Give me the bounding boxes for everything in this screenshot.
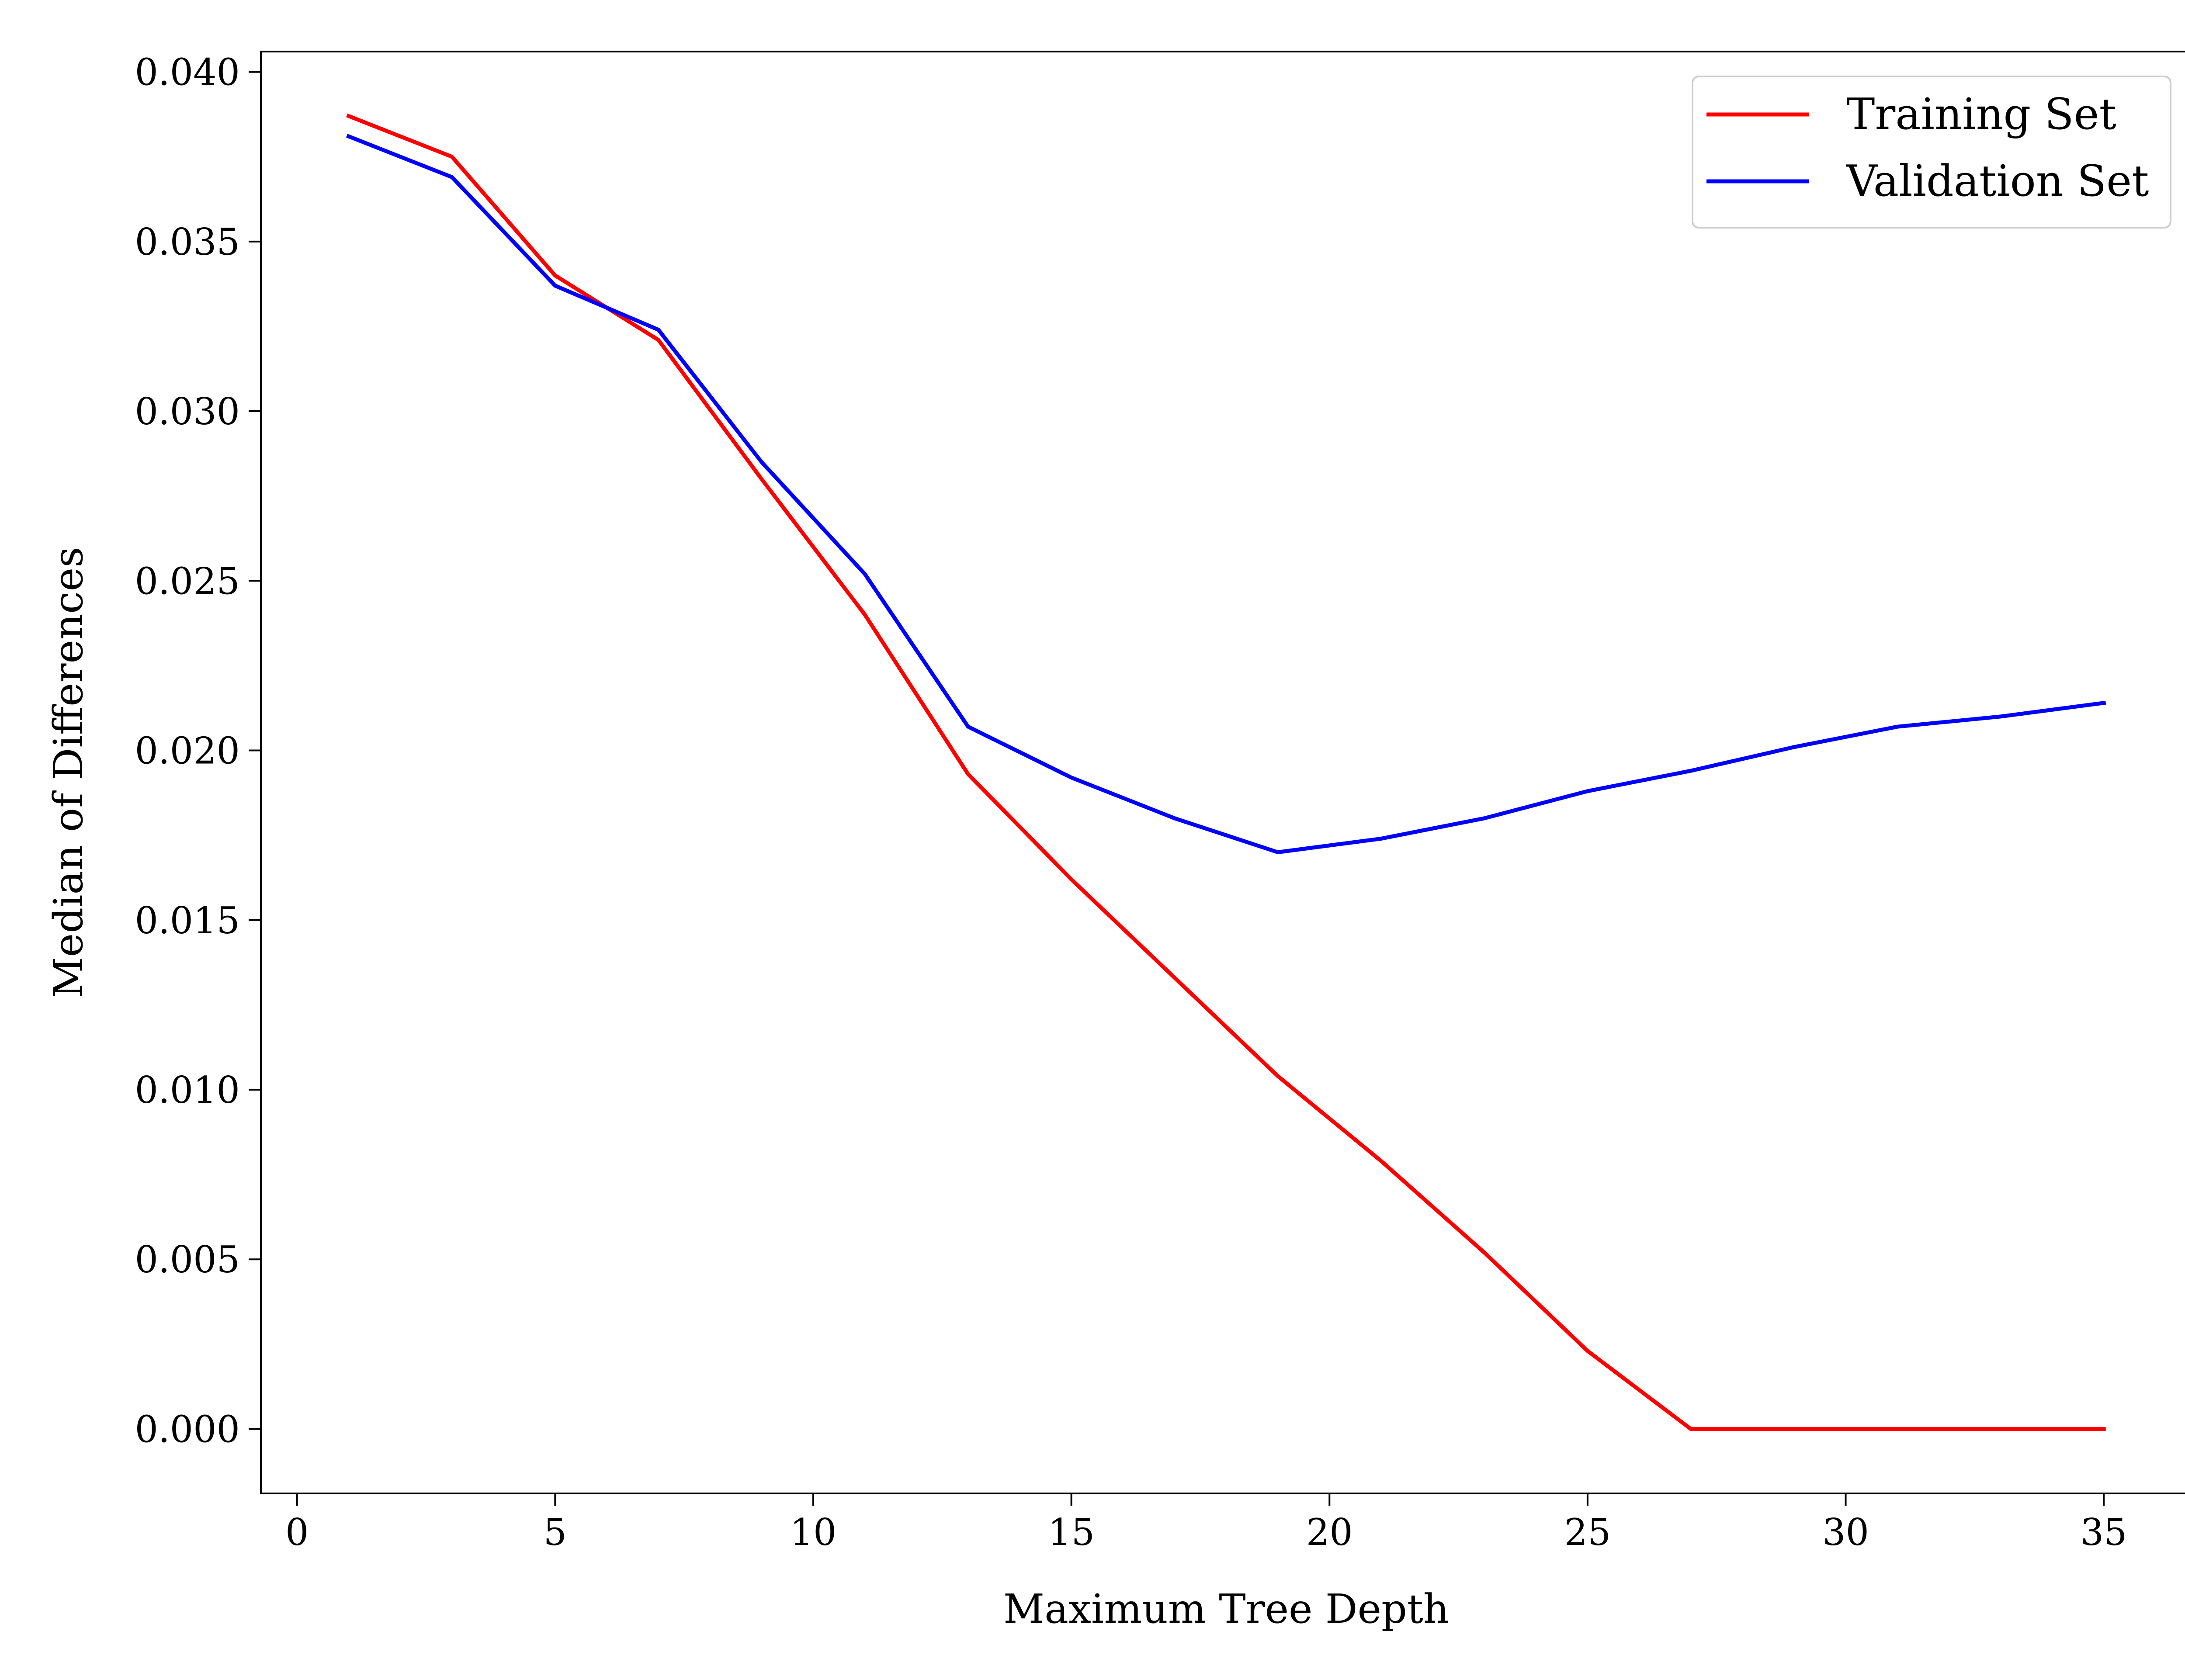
data-point-training-set (761, 478, 762, 479)
x-tick-label: 25 (1564, 1511, 1611, 1554)
legend-box (1692, 76, 2171, 229)
y-axis-ticks: 0.000 0.005 0.010 0.015 0.020 0.025 0.030 0.035… (135, 51, 261, 1451)
x-tick-label: 5 (544, 1511, 567, 1554)
series-line-training-set (346, 113, 2106, 1431)
data-point-validation-set (1071, 777, 1072, 778)
y-tick-label: 0.025 (135, 560, 240, 603)
legend: Training Set Validation Set (1692, 76, 2171, 229)
data-point-training-set (658, 339, 659, 340)
data-point-training-set (2103, 1428, 2104, 1429)
data-point-validation-set (1587, 791, 1588, 792)
y-tick-label: 0.030 (135, 390, 240, 433)
data-point-training-set (1277, 1076, 1278, 1077)
y-tick-label: 0.010 (135, 1069, 240, 1112)
data-point-validation-set (1897, 726, 1898, 727)
x-tick-label: 35 (2081, 1511, 2127, 1554)
y-axis-label: Median of Differences (45, 547, 92, 998)
data-point-training-set (1174, 977, 1175, 978)
data-point-training-set (1484, 1252, 1485, 1253)
y-tick-label: 0.000 (135, 1408, 240, 1451)
data-point-training-set (1380, 1160, 1381, 1161)
y-tick-label: 0.020 (135, 730, 240, 772)
data-point-validation-set (2000, 716, 2001, 717)
legend-label-validation-set: Validation Set (1846, 156, 2149, 206)
x-tick-label: 30 (1822, 1511, 1869, 1554)
data-point-training-set (2000, 1428, 2001, 1429)
data-point-validation-set (761, 462, 762, 463)
data-point-training-set (1071, 879, 1072, 880)
data-point-validation-set (1690, 770, 1691, 771)
data-point-training-set (864, 614, 865, 615)
data-point-training-set (451, 156, 452, 157)
x-tick-label: 0 (285, 1511, 309, 1554)
data-point-validation-set (1484, 818, 1485, 819)
data-point-validation-set (1380, 838, 1381, 839)
data-point-validation-set (1174, 818, 1175, 819)
x-tick-label: 20 (1306, 1511, 1353, 1554)
y-tick-label: 0.015 (135, 899, 240, 942)
y-tick-label: 0.040 (135, 51, 240, 94)
legend-label-training-set: Training Set (1846, 90, 2116, 139)
data-point-training-set (1690, 1428, 1691, 1429)
x-tick-label: 10 (790, 1511, 837, 1554)
data-point-validation-set (1793, 747, 1794, 748)
x-axis-ticks: 0 5 10 15 20 25 30 35 (285, 1493, 2127, 1554)
series-line-validation-set (346, 134, 2106, 854)
plot-area-frame (260, 51, 2185, 1494)
data-point-training-set (348, 116, 349, 117)
series-lines (346, 113, 2106, 1431)
y-tick-label: 0.035 (135, 221, 240, 263)
data-point-training-set (1793, 1428, 1794, 1429)
x-tick-label: 15 (1048, 1511, 1095, 1554)
data-point-validation-set (348, 136, 349, 137)
data-point-validation-set (864, 574, 865, 575)
data-point-training-set (1897, 1428, 1898, 1429)
x-axis-label: Maximum Tree Depth (1003, 1586, 1449, 1632)
y-tick-label: 0.005 (135, 1238, 240, 1281)
data-point-validation-set (658, 329, 659, 330)
